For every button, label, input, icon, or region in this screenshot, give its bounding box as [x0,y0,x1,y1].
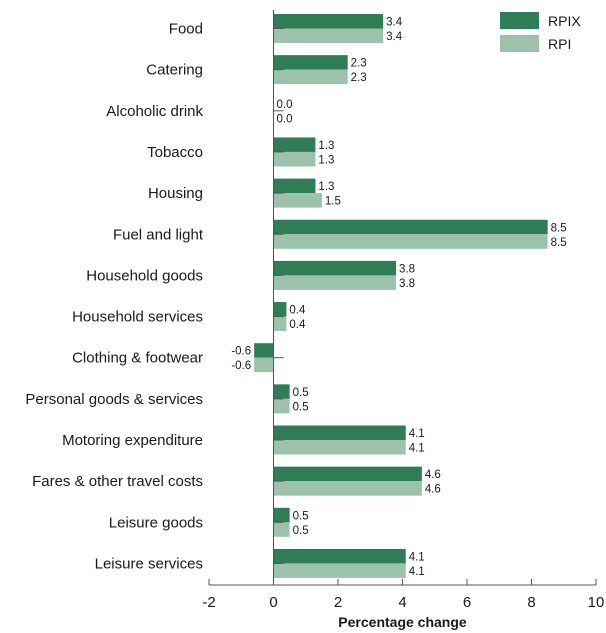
x-tick-label: 8 [527,594,535,611]
category-label: Food [169,21,203,38]
category-label: Household services [72,309,203,326]
category-label: Leisure services [95,555,203,572]
category-label: Fares & other travel costs [32,473,203,490]
value-label: 1.5 [325,196,341,208]
x-axis-title: Percentage change [338,614,467,630]
category-label: Personal goods & services [25,391,203,408]
value-label: 0.5 [293,387,309,399]
value-label: 0.0 [277,99,293,111]
bar-rpi [254,357,274,373]
bar-rpi [273,563,406,578]
bar-rpi [273,69,348,85]
bar-rpi [273,234,548,249]
value-label: 0.5 [293,525,309,537]
x-axis: -2 0 2 4 6 8 10 [202,579,604,611]
category-label: Fuel and light [113,226,204,243]
category-label: Alcoholic drink [106,103,203,120]
value-labels: 3.4 3.4 2.3 2.3 0.0 0.0 1.3 1.3 1.3 1.5 8.5 8.5 3.8 3… [231,17,566,578]
category-label: Tobacco [147,144,203,161]
value-label: 1.3 [318,181,334,193]
value-label: 4.1 [409,443,425,455]
bar-rpix [273,425,406,440]
bar-rpix [273,14,384,29]
bar-rpi [273,151,316,167]
category-label: Household goods [86,267,203,284]
value-label: 4.6 [425,469,441,481]
value-label: -0.6 [231,346,251,358]
bar-rpi [273,522,290,537]
bar-rpi [273,275,397,290]
x-tick-label: 4 [398,594,406,611]
value-label: 2.3 [351,72,367,84]
bar-rpi [273,316,287,332]
bar-rpix [273,137,316,152]
bar-rpix [273,55,348,70]
value-label: 1.3 [318,154,334,166]
value-label: 8.5 [551,222,567,234]
x-tick-label: 6 [463,594,471,611]
value-label: 0.5 [293,401,309,413]
bar-rpix [273,466,422,482]
bar-rpix [273,219,548,235]
value-label: 4.1 [409,566,425,578]
bar-rpix [273,302,287,317]
bars-layer [254,14,548,578]
zero-axis-layer [273,10,284,585]
value-label: 3.8 [399,263,415,275]
bar-rpix [273,260,397,276]
bar-rpix [273,507,290,523]
bar-rpix [273,548,406,564]
value-label: 4.6 [425,484,441,496]
value-label: 3.4 [386,17,403,29]
value-label: 4.1 [409,551,425,563]
x-tick-label: 10 [588,594,605,611]
value-label: 0.5 [293,510,309,522]
value-label: 2.3 [351,58,367,70]
value-label: 8.5 [551,237,567,249]
category-label: Motoring expenditure [62,432,203,449]
value-label: 0.0 [277,113,293,125]
category-label: Clothing & footwear [72,350,203,367]
bar-rpi [273,28,384,43]
value-label: 4.1 [409,428,425,440]
bar-rpi [273,193,322,208]
legend-swatch-rpix [500,12,539,29]
category-label: Leisure goods [109,514,203,531]
x-tick-label: 2 [334,594,342,611]
value-label: 3.4 [386,31,403,43]
legend-swatch-rpi [500,35,539,52]
bar-rpi [273,398,290,414]
x-tick-label: -2 [202,594,215,611]
bar-rpi [273,440,406,455]
value-label: 0.4 [289,319,306,331]
bar-rpix [254,343,274,358]
legend: RPIX RPI [500,12,581,52]
bar-rpix [273,384,290,399]
value-label: 0.4 [289,305,306,317]
category-label: Catering [146,62,203,79]
value-label: 1.3 [318,140,334,152]
category-labels: Food Catering Alcoholic drink Tobacco Housin… [25,21,203,573]
value-label: -0.6 [231,360,251,372]
legend-label: RPIX [548,13,581,29]
legend-label: RPI [548,36,571,52]
category-label: Housing [148,185,203,202]
bar-rpix [273,178,316,194]
x-tick-label: 0 [269,594,277,611]
value-label: 3.8 [399,278,415,290]
bar-rpi [273,481,422,496]
